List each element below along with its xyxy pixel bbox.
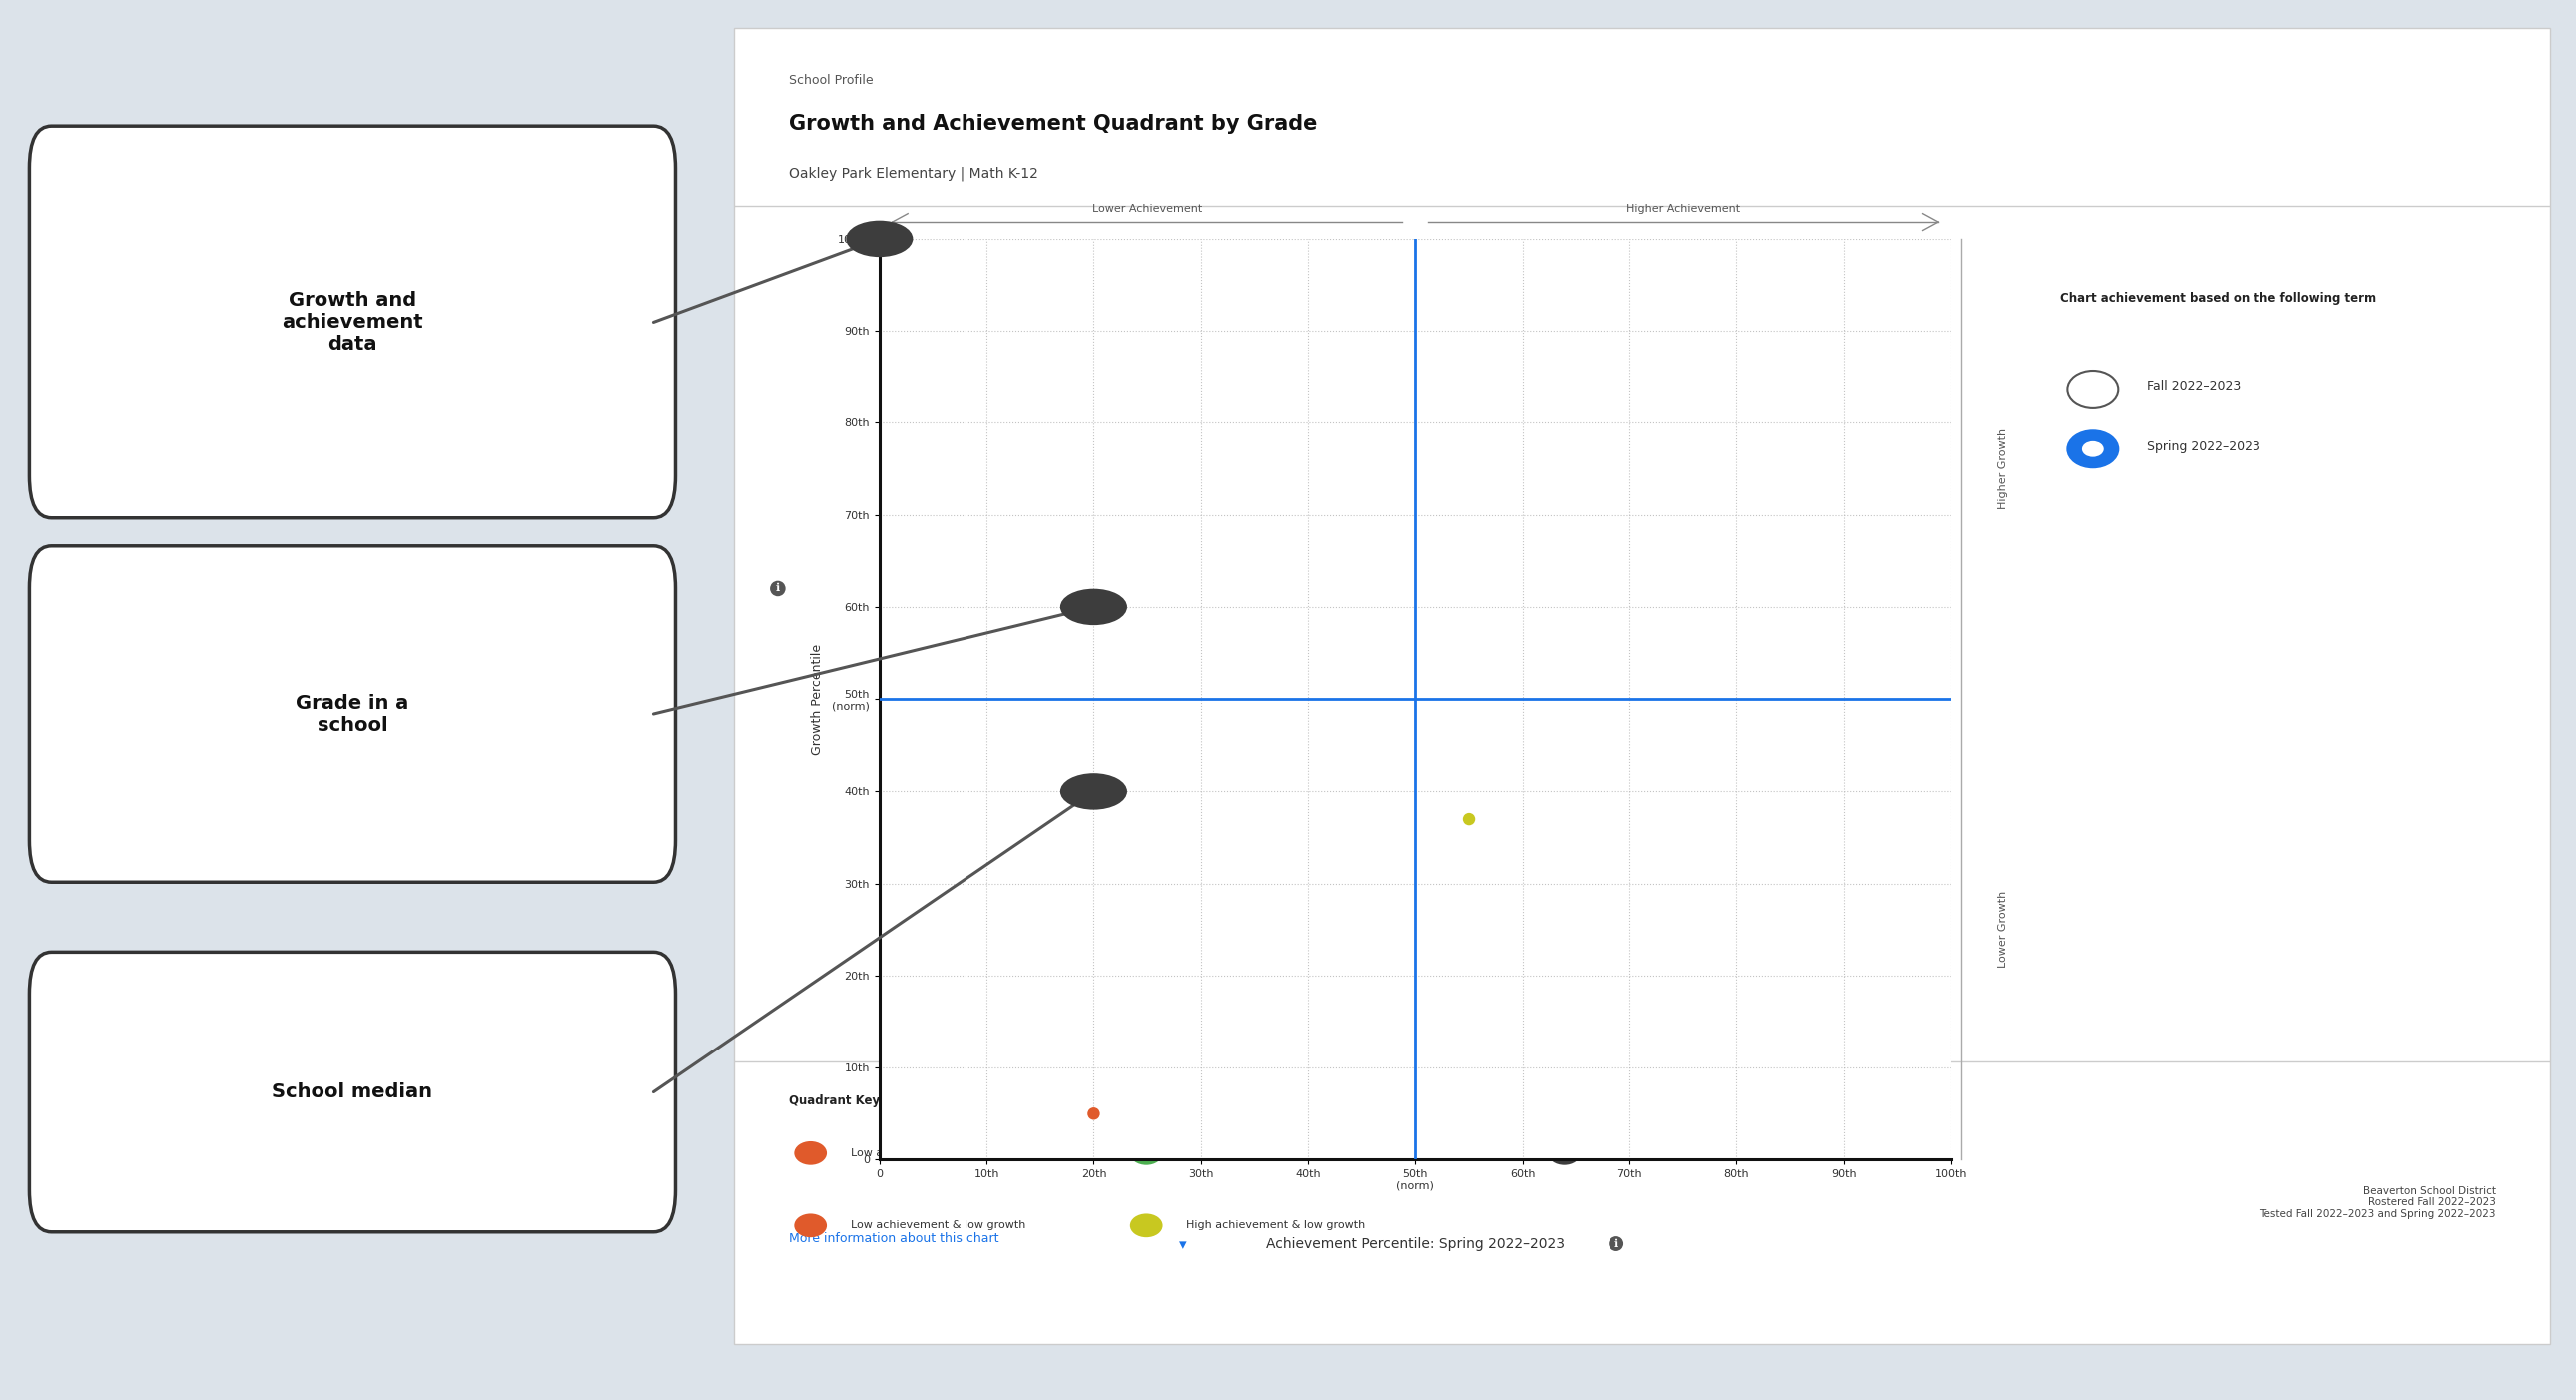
Text: School Profile: School Profile (788, 74, 873, 87)
Text: School median: School median (273, 1082, 433, 1102)
Point (1074, 1103, 1115, 1126)
Point (1074, 596, 1115, 619)
Y-axis label: Growth Percentile: Growth Percentile (811, 644, 824, 755)
Circle shape (2066, 371, 2117, 409)
Circle shape (1131, 1141, 1162, 1165)
Text: Lower Achievement: Lower Achievement (1092, 203, 1203, 213)
Text: More information about this chart: More information about this chart (788, 1232, 999, 1245)
Text: School Median: School Median (1605, 1148, 1687, 1158)
Circle shape (1131, 1214, 1162, 1238)
Circle shape (793, 1214, 827, 1238)
FancyBboxPatch shape (28, 546, 675, 882)
Text: Oakley Park Elementary | Math K-12: Oakley Park Elementary | Math K-12 (788, 167, 1038, 181)
Text: ✕: ✕ (1561, 1151, 1566, 1156)
Text: 3: 3 (1090, 787, 1097, 797)
Text: Quadrant Key: Quadrant Key (788, 1093, 878, 1107)
Text: Fall 2022–2023: Fall 2022–2023 (2146, 381, 2241, 393)
Circle shape (793, 1141, 827, 1165)
Text: ℹ: ℹ (1615, 1239, 1618, 1249)
Circle shape (2066, 431, 2117, 468)
Text: Growth and
achievement
data: Growth and achievement data (281, 291, 422, 353)
Text: Chart achievement based on the following term: Chart achievement based on the following… (2061, 291, 2378, 304)
Text: Grade in a
school: Grade in a school (296, 693, 410, 735)
FancyBboxPatch shape (734, 28, 2550, 1344)
Point (1448, 808, 1489, 830)
Text: Low achievement & high growth: Low achievement & high growth (850, 1148, 1030, 1158)
Text: ▾: ▾ (1180, 1238, 1188, 1253)
Text: Spring 2022–2023: Spring 2022–2023 (2146, 440, 2262, 454)
Circle shape (1548, 1141, 1582, 1165)
Point (1074, 780, 1115, 802)
FancyBboxPatch shape (28, 952, 675, 1232)
Text: High achievement & low growth: High achievement & low growth (1188, 1221, 1365, 1231)
Text: Growth and Achievement Quadrant by Grade: Growth and Achievement Quadrant by Grade (788, 113, 1316, 133)
Text: Low achievement & low growth: Low achievement & low growth (850, 1221, 1025, 1231)
Text: ℹ: ℹ (775, 584, 781, 594)
Point (858, 227, 899, 249)
Text: High achievement & high growth: High achievement & high growth (1188, 1148, 1370, 1158)
FancyBboxPatch shape (28, 126, 675, 518)
Text: Higher Achievement: Higher Achievement (1625, 203, 1739, 213)
Circle shape (2081, 441, 2105, 456)
Text: Achievement Percentile: Spring 2022–2023: Achievement Percentile: Spring 2022–2023 (1265, 1236, 1564, 1250)
Text: Higher Growth: Higher Growth (1996, 428, 2007, 510)
Text: Beaverton School District
Rostered Fall 2022–2023
Tested Fall 2022–2023 and Spri: Beaverton School District Rostered Fall … (2259, 1186, 2496, 1219)
Text: Icon Key: Icon Key (1543, 1093, 1600, 1107)
Text: Lower Growth: Lower Growth (1996, 890, 2007, 967)
